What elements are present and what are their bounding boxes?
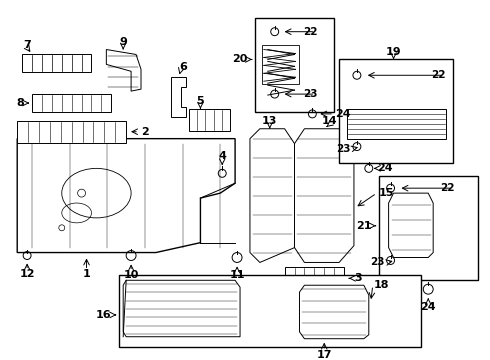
Text: 2: 2 xyxy=(141,127,149,137)
Text: 22: 22 xyxy=(432,70,446,80)
Polygon shape xyxy=(250,129,294,262)
Polygon shape xyxy=(123,280,240,337)
Bar xyxy=(32,94,111,112)
Text: 23: 23 xyxy=(370,257,385,267)
Text: 18: 18 xyxy=(374,280,389,290)
Text: 22: 22 xyxy=(303,27,318,37)
Bar xyxy=(285,267,344,289)
Text: 22: 22 xyxy=(441,183,455,193)
Text: 24: 24 xyxy=(377,163,392,174)
Bar xyxy=(262,45,299,84)
Text: 21: 21 xyxy=(356,221,372,231)
Polygon shape xyxy=(171,77,186,117)
Text: 12: 12 xyxy=(20,269,35,279)
Text: 16: 16 xyxy=(96,310,111,320)
Text: 10: 10 xyxy=(123,270,139,280)
Polygon shape xyxy=(106,50,141,91)
Text: 1: 1 xyxy=(83,269,91,279)
Text: 17: 17 xyxy=(317,350,332,360)
Bar xyxy=(347,109,446,139)
Text: 7: 7 xyxy=(23,40,31,50)
Bar xyxy=(255,18,334,112)
Text: 11: 11 xyxy=(229,270,245,280)
Text: 5: 5 xyxy=(196,96,204,106)
Text: 23: 23 xyxy=(303,89,318,99)
Text: 24: 24 xyxy=(335,109,351,119)
Bar xyxy=(22,54,92,72)
Text: 14: 14 xyxy=(321,116,337,126)
Text: 19: 19 xyxy=(386,46,401,57)
Bar xyxy=(339,59,453,163)
Bar xyxy=(119,275,421,347)
Polygon shape xyxy=(17,139,235,253)
Text: 24: 24 xyxy=(420,302,436,312)
Text: 15: 15 xyxy=(379,188,394,198)
Text: 4: 4 xyxy=(218,152,226,162)
Text: 23: 23 xyxy=(337,144,351,154)
Text: 13: 13 xyxy=(262,116,277,126)
Bar xyxy=(17,121,126,143)
Text: 8: 8 xyxy=(16,98,24,108)
Polygon shape xyxy=(389,193,433,257)
Polygon shape xyxy=(294,129,354,262)
Text: 9: 9 xyxy=(119,37,127,46)
Bar xyxy=(379,176,478,280)
Text: 6: 6 xyxy=(180,62,188,72)
Bar xyxy=(189,109,230,131)
Text: 20: 20 xyxy=(233,54,248,64)
Text: 3: 3 xyxy=(354,273,362,283)
Polygon shape xyxy=(299,285,369,339)
